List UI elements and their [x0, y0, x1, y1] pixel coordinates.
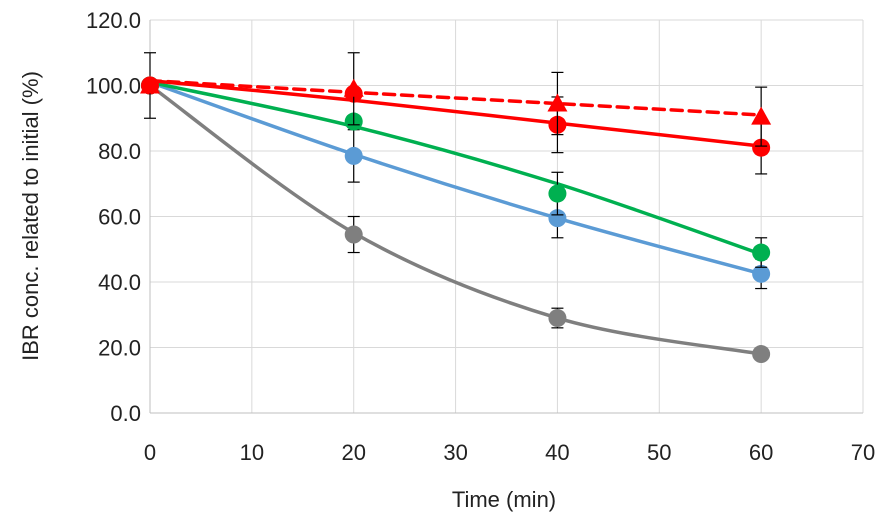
data-point-circle: [752, 345, 771, 364]
tick-labels: 0 10 20 30 40 50 60 70 0.0 20.0 40.0 60.0 80.0 100.0 1…: [86, 8, 875, 465]
data-point-circle: [548, 309, 567, 328]
trend-line: [148, 83, 763, 356]
y-tick-label: 120.0: [86, 8, 141, 33]
x-tick-label: 40: [545, 440, 569, 465]
y-axis-title: IBR conc. related to initial (%): [18, 71, 43, 361]
data-point-triangle: [343, 78, 364, 97]
y-tick-label: 0.0: [110, 401, 141, 426]
data-point-circle: [344, 225, 363, 244]
data-point-circle: [344, 146, 363, 165]
data-point-circle: [548, 184, 567, 203]
x-tick-label: 10: [240, 440, 264, 465]
x-tick-label: 0: [144, 440, 156, 465]
data-series: [140, 52, 772, 364]
x-axis-title: Time (min): [452, 487, 556, 512]
y-tick-label: 40.0: [98, 270, 141, 295]
data-point-circle: [752, 264, 771, 283]
data-point-circle: [548, 209, 567, 228]
y-tick-label: 80.0: [98, 139, 141, 164]
x-tick-label: 30: [443, 440, 467, 465]
y-tick-label: 100.0: [86, 74, 141, 99]
data-point-circle: [752, 243, 771, 262]
trend-line: [148, 78, 763, 117]
series-red-triangles-dashed-: [140, 52, 772, 147]
data-point-triangle: [751, 106, 772, 125]
trend-line: [148, 80, 763, 276]
data-point-triangle: [140, 75, 160, 94]
y-tick-label: 20.0: [98, 336, 141, 361]
trend-line: [148, 78, 763, 148]
x-tick-label: 20: [341, 440, 365, 465]
data-point-circle: [752, 138, 771, 157]
x-tick-label: 60: [749, 440, 773, 465]
data-point-triangle: [547, 93, 568, 112]
y-tick-label: 60.0: [98, 205, 141, 230]
trend-line: [148, 80, 763, 256]
x-tick-label: 50: [647, 440, 671, 465]
x-tick-label: 70: [851, 440, 875, 465]
